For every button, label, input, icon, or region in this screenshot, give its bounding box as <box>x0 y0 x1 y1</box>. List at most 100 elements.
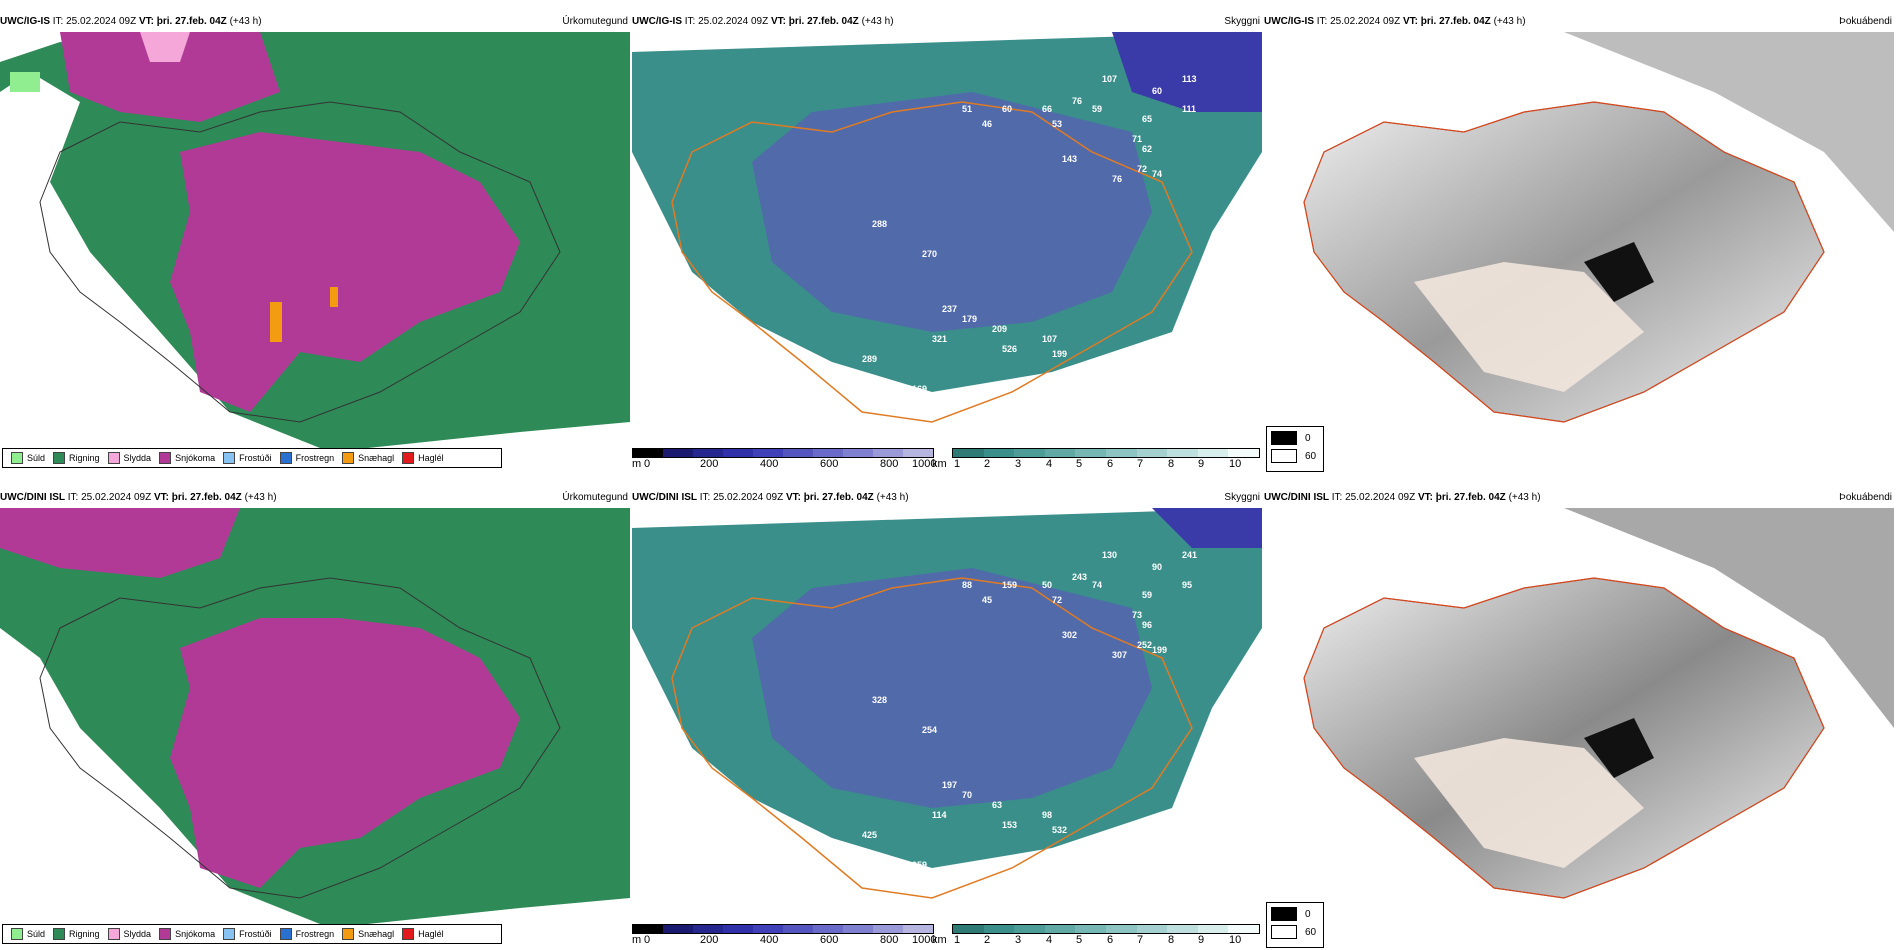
visibility-value-label: 53 <box>1052 119 1062 129</box>
panel-title: Þokuábendi <box>1839 492 1892 503</box>
ceiling-tick: 600 <box>820 934 839 946</box>
legend-item: Snæhagl <box>342 928 394 940</box>
ceiling-tick: 200 <box>700 458 719 470</box>
ceiling-tick: 1000 <box>912 934 937 946</box>
visibility-value-label: 237 <box>942 304 957 314</box>
legend-item: Rigning <box>53 452 100 464</box>
visibility-value-label: 60 <box>1152 86 1162 96</box>
visibility-tick: 9 <box>1198 458 1205 470</box>
visibility-value-label: 199 <box>1152 645 1167 655</box>
visibility-value-label: 59 <box>1092 104 1102 114</box>
visibility-map: 107 113 60 111 76 59 65 51 60 66 46 53 71 62 143 72 74 76… <box>632 32 1262 474</box>
visibility-value-label: 90 <box>1152 562 1162 572</box>
visibility-value-label: 45 <box>982 595 992 605</box>
panel-precip-type-row1: UWC/IG-IS IT: 25.02.2024 09Z VT: þri. 27… <box>0 14 630 474</box>
fog-legend: 0 60 <box>1266 426 1324 472</box>
visibility-tick: 7 <box>1137 458 1144 470</box>
legend-item: Frostregn <box>279 928 334 940</box>
ceiling-tick: 400 <box>760 458 779 470</box>
panel-title: Skyggni <box>1224 492 1260 503</box>
ceiling-colorbar <box>632 448 934 458</box>
visibility-tick: 5 <box>1076 458 1083 470</box>
visibility-value-label: 425 <box>862 830 877 840</box>
visibility-value-label: 153 <box>1002 820 1017 830</box>
visibility-value-label: 197 <box>942 780 957 790</box>
visibility-value-label: 72 <box>1137 164 1147 174</box>
visibility-value-label: 72 <box>1052 595 1062 605</box>
fog-legend: 0 60 <box>1266 902 1324 948</box>
panel-visibility-row2: UWC/DINI ISL IT: 25.02.2024 09Z VT: þri.… <box>632 490 1262 950</box>
panel-title: Þokuábendi <box>1839 16 1892 27</box>
ceiling-colorbar <box>632 924 934 934</box>
panel-visibility-row1: UWC/IG-IS IT: 25.02.2024 09Z VT: þri. 27… <box>632 14 1262 474</box>
legend-item: Súld <box>11 928 45 940</box>
visibility-tick: 7 <box>1137 934 1144 946</box>
ceiling-unit: m <box>632 934 642 946</box>
visibility-value-label: 130 <box>1102 550 1117 560</box>
legend-item: Slydda <box>107 928 151 940</box>
ceiling-tick: 600 <box>820 458 839 470</box>
visibility-tick: 6 <box>1107 934 1114 946</box>
visibility-value-label: 107 <box>1042 334 1057 344</box>
visibility-tick: 3 <box>1015 458 1022 470</box>
visibility-value-label: 73 <box>1132 610 1142 620</box>
panel-fog-row1: UWC/IG-IS IT: 25.02.2024 09Z VT: þri. 27… <box>1264 14 1894 474</box>
visibility-value-label: 252 <box>1137 640 1152 650</box>
legend-item: Snjókoma <box>159 928 215 940</box>
visibility-value-label: 111 <box>1182 104 1196 114</box>
visibility-value-label: 526 <box>1002 344 1017 354</box>
ceiling-tick: 1000 <box>912 458 937 470</box>
legend-item: Haglél <box>402 928 444 940</box>
visibility-tick: 1 <box>954 934 961 946</box>
visibility-value-label: 98 <box>1042 810 1052 820</box>
precip-map: Súld Rigning Slydda Snjókoma Frostúði Fr… <box>0 508 630 950</box>
visibility-value-label: 76 <box>1112 174 1122 184</box>
visibility-value-label: 289 <box>862 354 877 364</box>
visibility-colorbars: m 0 200 400 600 800 1000 km 1 2 3 4 5 6 … <box>632 922 1262 950</box>
fog-map: 0 60 <box>1264 508 1894 950</box>
visibility-value-label: 66 <box>1042 104 1052 114</box>
legend-item: Frostúði <box>223 928 272 940</box>
visibility-tick: 2 <box>984 934 991 946</box>
ceiling-tick: 800 <box>880 934 899 946</box>
visibility-value-label: 209 <box>992 324 1007 334</box>
visibility-colorbar <box>952 448 1260 458</box>
visibility-value-label: 241 <box>1182 550 1197 560</box>
visibility-value-label: 959 <box>912 860 927 870</box>
panel-title: Úrkomutegund <box>562 16 628 27</box>
ceiling-tick: 800 <box>880 458 899 470</box>
legend-item: Snæhagl <box>342 452 394 464</box>
precip-legend: Súld Rigning Slydda Snjókoma Frostúði Fr… <box>2 448 502 468</box>
visibility-value-label: 159 <box>1002 580 1017 590</box>
visibility-map: 130 241 90 95 243 74 59 88 159 50 45 72 73 96 302 252 19… <box>632 508 1262 950</box>
panel-header: UWC/IG-IS IT: 25.02.2024 09Z VT: þri. 27… <box>1264 14 1894 30</box>
visibility-value-label: 255 <box>892 880 907 890</box>
visibility-value-label: 65 <box>1142 114 1152 124</box>
legend-item: Haglél <box>402 452 444 464</box>
visibility-value-label: 204 <box>892 404 907 414</box>
visibility-value-label: 70 <box>962 790 972 800</box>
visibility-value-label: 302 <box>1062 630 1077 640</box>
visibility-unit: km <box>932 934 947 946</box>
visibility-tick: 3 <box>1015 934 1022 946</box>
visibility-value-label: 74 <box>1092 580 1102 590</box>
precip-legend: Súld Rigning Slydda Snjókoma Frostúði Fr… <box>2 924 502 944</box>
panel-title: Úrkomutegund <box>562 492 628 503</box>
visibility-value-label: 307 <box>1112 650 1127 660</box>
panel-precip-type-row2: UWC/DINI ISL IT: 25.02.2024 09Z VT: þri.… <box>0 490 630 950</box>
visibility-value-label: 114 <box>932 810 947 820</box>
visibility-value-label: 179 <box>962 314 977 324</box>
visibility-value-label: 113 <box>1182 74 1197 84</box>
visibility-value-label: 107 <box>1102 74 1117 84</box>
visibility-value-label: 51 <box>962 104 972 114</box>
visibility-value-label: 63 <box>992 800 1002 810</box>
visibility-value-label: 270 <box>922 249 937 259</box>
visibility-value-label: 71 <box>1132 134 1142 144</box>
visibility-tick: 10 <box>1229 934 1242 946</box>
visibility-tick: 1 <box>954 458 961 470</box>
legend-item: Snjókoma <box>159 452 215 464</box>
visibility-value-label: 50 <box>1042 580 1052 590</box>
legend-item: Frostúði <box>223 452 272 464</box>
ceiling-tick: 200 <box>700 934 719 946</box>
visibility-value-label: 46 <box>982 119 992 129</box>
